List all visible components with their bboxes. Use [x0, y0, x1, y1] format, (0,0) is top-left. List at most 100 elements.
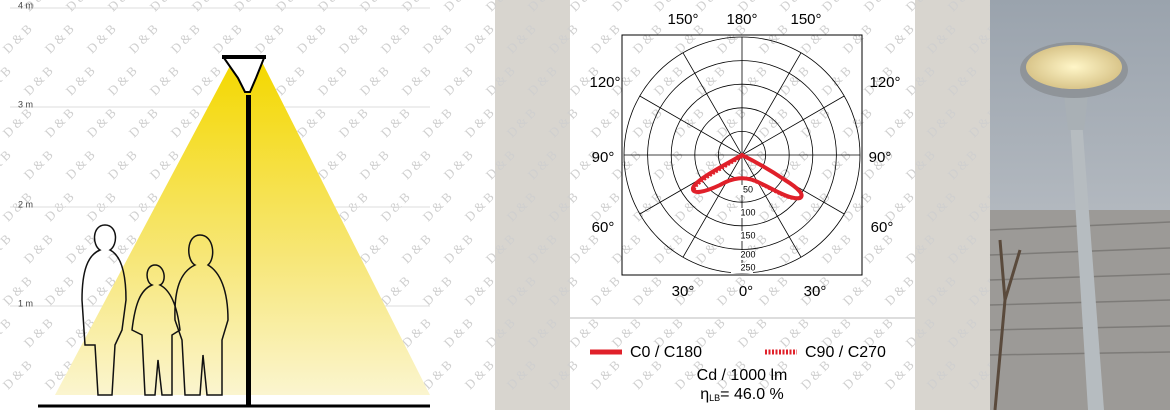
watermark: D & B: [777, 63, 812, 98]
watermark: D & B: [378, 105, 413, 140]
watermark: D & B: [189, 0, 224, 14]
angle-label: 90°: [592, 149, 615, 166]
watermark: D & B: [315, 63, 350, 98]
watermark: D & B: [798, 357, 833, 392]
watermark: D & B: [567, 231, 602, 266]
eta-sub: LB: [709, 393, 720, 403]
radial-label: 100: [740, 207, 755, 217]
watermark: D & B: [0, 21, 35, 56]
watermark: D & B: [399, 231, 434, 266]
watermark: D & B: [399, 0, 434, 14]
angle-label: 120°: [589, 74, 620, 91]
angle-label: 180°: [726, 11, 757, 28]
height-label: 4 m: [18, 0, 33, 10]
watermark: D & B: [840, 21, 875, 56]
watermark: D & B: [63, 147, 98, 182]
watermark: D & B: [630, 189, 665, 224]
angle-label: 90°: [869, 149, 892, 166]
watermark: D & B: [630, 357, 665, 392]
height-label: 1 m: [18, 298, 33, 308]
watermark: D & B: [0, 63, 14, 98]
watermark: D & B: [462, 105, 497, 140]
watermark: D & B: [126, 21, 161, 56]
watermark: D & B: [0, 0, 14, 14]
watermark: D & B: [861, 231, 896, 266]
people: [81, 224, 229, 396]
radial-label-bg: [731, 263, 753, 273]
watermark: D & B: [294, 21, 329, 56]
watermark: D & B: [672, 189, 707, 224]
watermark: D & B: [798, 105, 833, 140]
watermark: D & B: [462, 357, 497, 392]
watermark: D & B: [441, 315, 476, 350]
watermark: D & B: [567, 0, 602, 14]
watermark: D & B: [819, 0, 854, 14]
radial-label: 250: [740, 262, 755, 272]
height-label: 3 m: [18, 99, 33, 109]
watermark: D & B: [462, 189, 497, 224]
watermark: D & B: [861, 0, 896, 14]
pole: [246, 95, 251, 406]
watermark: D & B: [840, 273, 875, 308]
height-label: 2 m: [18, 199, 33, 209]
watermark: D & B: [357, 0, 392, 14]
watermark: D & B: [588, 21, 623, 56]
watermark: D & B: [294, 105, 329, 140]
efficiency: ηLB= 46.0 %: [700, 386, 784, 403]
watermark: D & B: [819, 231, 854, 266]
watermark: D & B: [42, 105, 77, 140]
legend-label: C0 / C180: [630, 344, 702, 361]
watermark: D & B: [882, 357, 917, 392]
watermark: D & B: [714, 105, 749, 140]
watermark: D & B: [147, 63, 182, 98]
watermark: D & B: [630, 21, 665, 56]
photo: [989, 0, 1170, 410]
lighting-diagram: [10, 7, 430, 408]
watermark: D & B: [0, 315, 14, 350]
watermark: D & B: [63, 63, 98, 98]
watermark: D & B: [42, 21, 77, 56]
watermark: D & B: [651, 147, 686, 182]
watermark: D & B: [336, 21, 371, 56]
curve-c90: [694, 156, 800, 201]
strip: [915, 0, 990, 410]
watermark: D & B: [0, 105, 35, 140]
watermark: D & B: [126, 105, 161, 140]
watermark: D & B: [252, 21, 287, 56]
watermark: D & B: [105, 147, 140, 182]
watermark: D & B: [63, 0, 98, 14]
legend-label: C90 / C270: [805, 344, 886, 361]
watermark: D & B: [609, 231, 644, 266]
units: Cd / 1000 lm: [697, 367, 788, 384]
radial-label-bg: [731, 185, 753, 195]
watermark: D & B: [0, 231, 14, 266]
watermark: D & B: [420, 21, 455, 56]
watermark: D & B: [441, 231, 476, 266]
watermark: D & B: [840, 357, 875, 392]
watermark: D & B: [462, 21, 497, 56]
radial-label: 200: [740, 249, 755, 259]
watermark: D & B: [357, 63, 392, 98]
watermark: D & B: [882, 273, 917, 308]
watermark: D & B: [315, 0, 350, 14]
watermark: D & B: [693, 231, 728, 266]
angle-label: 30°: [804, 283, 827, 300]
watermark: D & B: [756, 273, 791, 308]
watermark: D & B: [609, 0, 644, 14]
watermark: D & B: [21, 147, 56, 182]
watermark: D & B: [21, 63, 56, 98]
watermark: D & B: [0, 147, 14, 182]
watermark: D & B: [378, 21, 413, 56]
watermark: D & B: [588, 357, 623, 392]
watermark: D & B: [84, 21, 119, 56]
watermark: D & B: [567, 315, 602, 350]
radial-label-bg: [731, 208, 753, 218]
eta-value: = 46.0 %: [720, 386, 784, 403]
watermark: D & B: [588, 273, 623, 308]
watermark: D & B: [441, 63, 476, 98]
watermark: D & B: [882, 105, 917, 140]
watermark: D & B: [357, 147, 392, 182]
watermark: D & B: [420, 105, 455, 140]
watermark: D & B: [735, 63, 770, 98]
